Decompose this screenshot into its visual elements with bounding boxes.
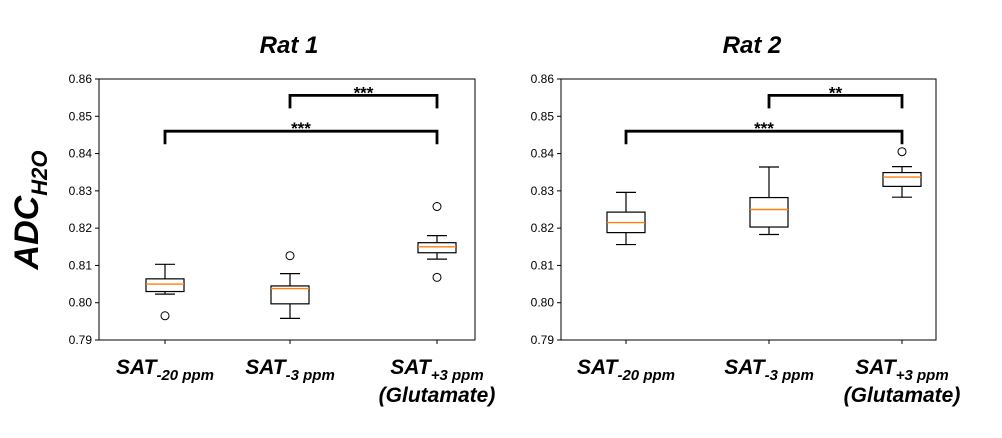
significance-label: ** bbox=[829, 83, 843, 102]
y-axis-label: ADCH2O bbox=[8, 151, 52, 271]
x-tick-label-subscript: -20 ppm bbox=[156, 367, 214, 384]
outlier-point bbox=[160, 311, 170, 321]
y-tick-label: 0.79 bbox=[531, 333, 555, 347]
y-tick-label: 0.84 bbox=[531, 147, 555, 161]
x-tick-label: SAT-3 ppm bbox=[245, 356, 335, 384]
x-tick-label-extra: (Glutamate) bbox=[844, 384, 961, 407]
x-tick-label-subscript: -3 ppm bbox=[765, 367, 814, 384]
outlier-point bbox=[897, 147, 907, 157]
x-tick-label: SAT-20 ppm bbox=[116, 356, 214, 384]
y-tick-label: 0.81 bbox=[69, 258, 93, 272]
significance-bracket bbox=[624, 129, 904, 145]
x-tick-label: SAT+3 ppm bbox=[855, 356, 948, 384]
y-tick-label: 0.85 bbox=[69, 109, 93, 123]
x-tick-label-main: SAT bbox=[855, 356, 898, 379]
panel-rat-2: Rat 2 0.79 0.80 0.81 0.82 0.83 0.84 0.85 0.86 SAT… bbox=[531, 32, 961, 407]
y-tick-label: 0.86 bbox=[531, 72, 555, 86]
y-tick-label: 0.81 bbox=[531, 258, 555, 272]
x-tick-label-main: SAT bbox=[116, 356, 159, 379]
y-tick-label: 0.83 bbox=[531, 184, 555, 198]
significance-bracket bbox=[163, 129, 439, 145]
significance-bracket bbox=[767, 94, 904, 109]
outlier-point bbox=[285, 251, 295, 261]
y-tick-label: 0.85 bbox=[531, 109, 555, 123]
panel-rat-1: Rat 1 0.79 0.80 0.81 0.82 0.83 0.84 0.85 0.86 SAT… bbox=[69, 32, 496, 407]
y-tick-label: 0.80 bbox=[531, 296, 555, 310]
box-iqr bbox=[882, 171, 922, 187]
x-tick-label: SAT-3 ppm bbox=[724, 356, 814, 384]
y-tick-label: 0.82 bbox=[69, 221, 93, 235]
x-tick-label-extra: (Glutamate) bbox=[379, 384, 496, 407]
y-tick-label: 0.83 bbox=[69, 184, 93, 198]
x-tick-label: SAT+3 ppm bbox=[390, 356, 483, 384]
outlier-point bbox=[432, 202, 442, 212]
y-tick-label: 0.84 bbox=[69, 147, 93, 161]
box-iqr bbox=[417, 242, 457, 254]
x-tick-label-subscript: +3 ppm bbox=[896, 367, 949, 384]
significance-bracket bbox=[288, 94, 439, 109]
significance-label: *** bbox=[354, 83, 374, 102]
outlier-point bbox=[432, 272, 442, 282]
x-tick-label-subscript: -20 ppm bbox=[617, 367, 675, 384]
x-tick-label-main: SAT bbox=[245, 356, 288, 379]
panel-title: Rat 2 bbox=[723, 32, 782, 59]
significance-label: *** bbox=[754, 119, 774, 138]
x-tick-label-main: SAT bbox=[724, 356, 767, 379]
axes-frame bbox=[98, 78, 476, 341]
y-tick-label: 0.86 bbox=[69, 72, 93, 86]
x-tick-label-subscript: +3 ppm bbox=[431, 367, 484, 384]
x-tick-label-main: SAT bbox=[390, 356, 433, 379]
panel-title: Rat 1 bbox=[260, 32, 319, 59]
box-iqr bbox=[749, 196, 789, 228]
x-tick-label: SAT-20 ppm bbox=[577, 356, 675, 384]
axes-frame bbox=[560, 78, 937, 341]
box-iqr bbox=[270, 285, 310, 305]
x-tick-label-main: SAT bbox=[577, 356, 620, 379]
y-tick-label: 0.79 bbox=[69, 333, 93, 347]
significance-label: *** bbox=[291, 119, 311, 138]
y-axis-label-subscript: H2O bbox=[27, 151, 52, 196]
y-tick-label: 0.80 bbox=[69, 296, 93, 310]
box-iqr bbox=[145, 278, 185, 293]
y-axis-label-main: ADC bbox=[8, 195, 46, 270]
y-tick-label: 0.82 bbox=[531, 221, 555, 235]
x-tick-label-subscript: -3 ppm bbox=[286, 367, 335, 384]
